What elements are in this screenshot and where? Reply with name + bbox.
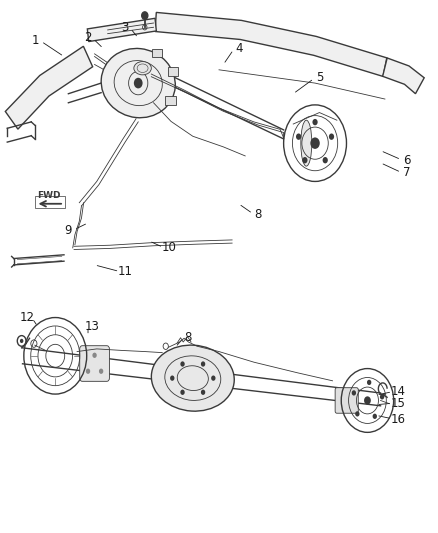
Polygon shape: [5, 46, 93, 129]
Circle shape: [134, 78, 143, 88]
Circle shape: [86, 368, 90, 374]
Circle shape: [380, 394, 384, 400]
Ellipse shape: [134, 62, 151, 75]
Circle shape: [180, 361, 185, 367]
Bar: [168, 67, 178, 76]
Circle shape: [367, 379, 371, 385]
Text: 9: 9: [65, 224, 72, 237]
Text: 2: 2: [84, 31, 92, 44]
Circle shape: [201, 390, 205, 395]
Text: 14: 14: [391, 385, 406, 398]
Circle shape: [92, 353, 97, 358]
Circle shape: [364, 397, 371, 405]
Bar: [152, 49, 162, 58]
Circle shape: [296, 133, 301, 140]
Text: 12: 12: [19, 311, 35, 324]
FancyBboxPatch shape: [335, 387, 358, 413]
Circle shape: [312, 119, 318, 125]
Circle shape: [20, 339, 23, 343]
Text: 15: 15: [391, 397, 406, 410]
Polygon shape: [383, 58, 424, 94]
Text: 11: 11: [118, 265, 133, 278]
Circle shape: [373, 414, 377, 419]
Circle shape: [323, 157, 328, 164]
Text: 5: 5: [316, 71, 323, 84]
Ellipse shape: [152, 345, 234, 411]
Circle shape: [142, 12, 148, 19]
Circle shape: [355, 411, 360, 416]
Circle shape: [302, 157, 307, 164]
Circle shape: [211, 375, 215, 381]
Circle shape: [329, 133, 334, 140]
Text: FWD: FWD: [37, 190, 60, 199]
Polygon shape: [155, 12, 387, 76]
Circle shape: [180, 390, 185, 395]
Circle shape: [311, 138, 320, 149]
Text: 4: 4: [235, 42, 242, 55]
Text: 6: 6: [403, 154, 410, 167]
FancyBboxPatch shape: [80, 346, 110, 381]
Text: 10: 10: [161, 241, 176, 254]
Bar: [35, 196, 65, 208]
Polygon shape: [87, 18, 156, 42]
Text: 1: 1: [32, 34, 39, 47]
Text: 16: 16: [391, 413, 406, 425]
Circle shape: [201, 361, 205, 367]
Ellipse shape: [101, 49, 175, 118]
Bar: [165, 96, 176, 104]
Text: 13: 13: [85, 320, 100, 333]
Text: 8: 8: [185, 330, 192, 344]
Circle shape: [352, 390, 356, 395]
Ellipse shape: [301, 120, 312, 166]
Circle shape: [99, 368, 103, 374]
Text: 8: 8: [254, 208, 262, 221]
Circle shape: [170, 375, 174, 381]
Text: 3: 3: [121, 21, 129, 34]
Text: 7: 7: [403, 166, 410, 180]
